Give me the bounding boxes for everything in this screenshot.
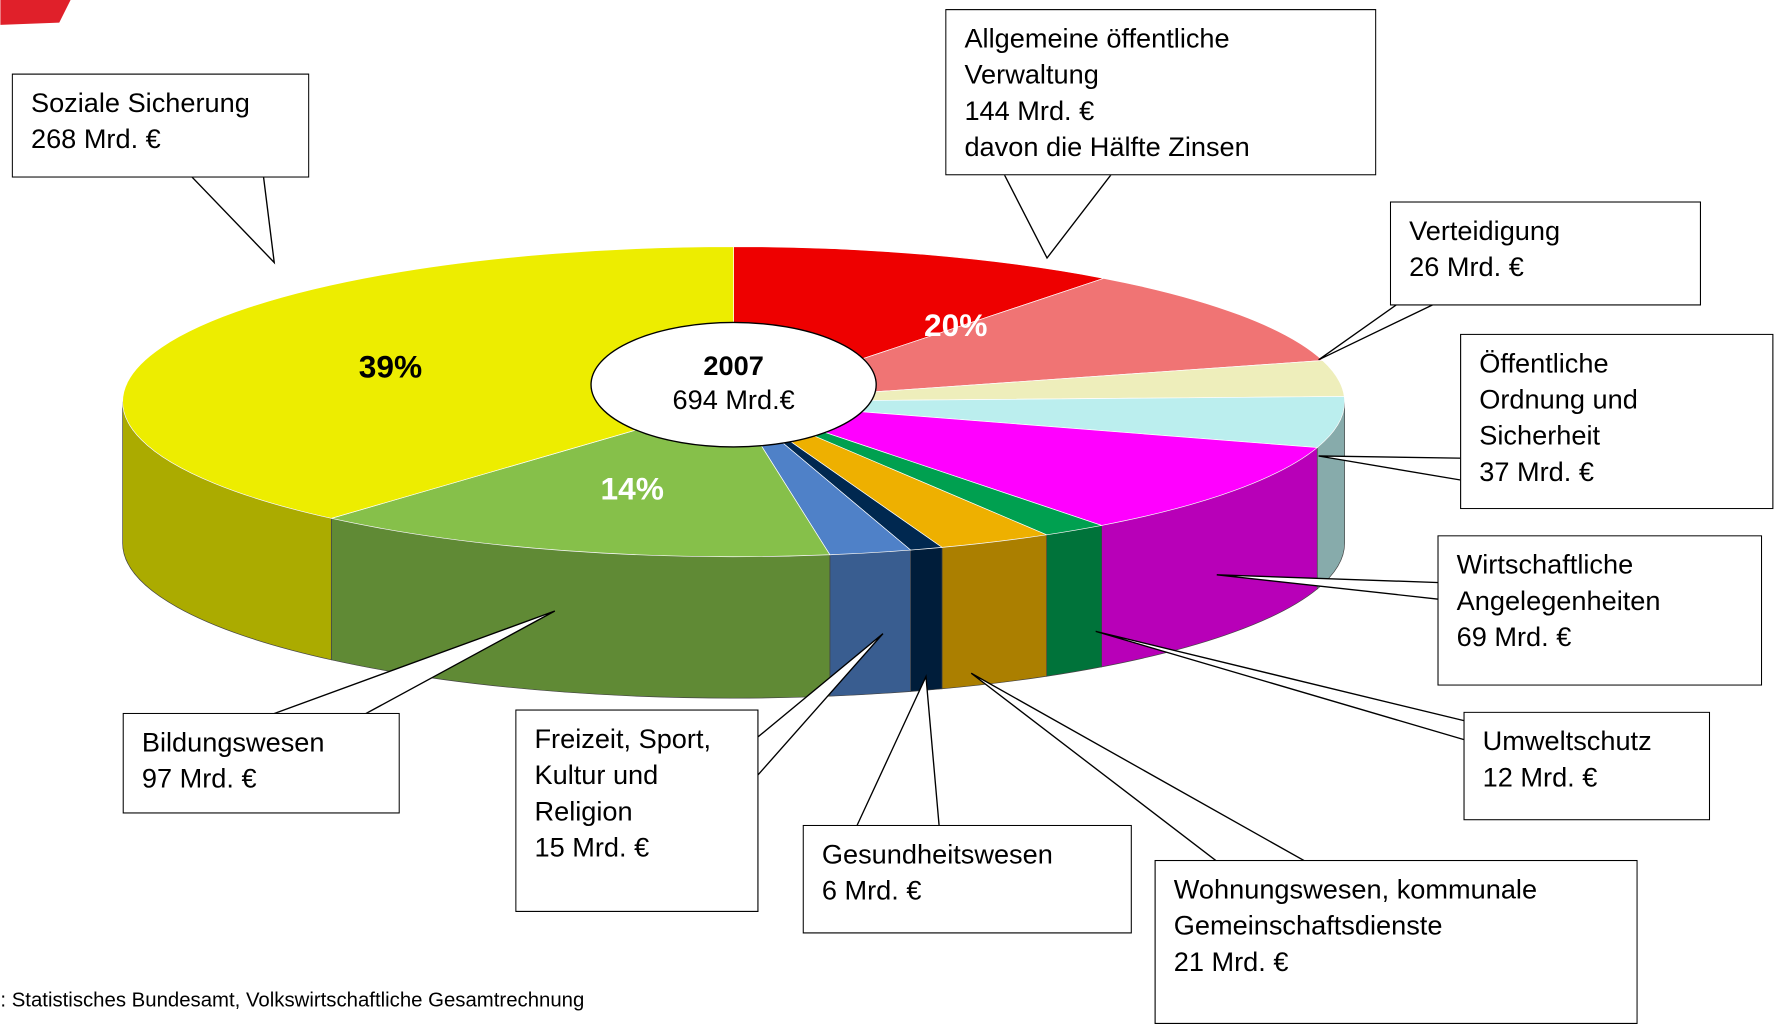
value-label: 97 Mrd. € [141, 763, 257, 795]
callout-box: Öffentliche Ordnung und Sicherheit 37 Mrd… [1460, 333, 1774, 510]
slice-side [1046, 525, 1102, 677]
callout: Wirtschaftliche Angelegenheiten 69 Mrd. € [1437, 535, 1763, 686]
callout-box: Soziale Sicherung 268 Mrd. € [11, 73, 310, 178]
callout: Gesundheitswesen 6 Mrd. € [802, 824, 1132, 934]
category-label: Bildungswesen [141, 727, 325, 759]
callout: Umweltschutz 12 Mrd. € [1463, 711, 1711, 821]
category-label: Freizeit, Sport, Kultur und Religion [534, 724, 712, 828]
callout-box: Allgemeine öffentliche Verwaltung 144 Mrd… [945, 9, 1377, 176]
note: davon die Hälfte Zinsen [964, 132, 1250, 163]
callout: Allgemeine öffentliche Verwaltung 144 Mrd… [945, 9, 1377, 176]
category-label: Umweltschutz [1482, 726, 1652, 757]
slice-top [733, 396, 1345, 448]
callout-pointer [1095, 630, 1470, 743]
value-label: 6 Mrd. € [821, 875, 922, 907]
center-title: 2007 [703, 350, 763, 381]
value-label: 21 Mrd. € [1173, 947, 1289, 978]
logo-fragment [0, 0, 71, 25]
slice-side [910, 547, 943, 692]
callout: Soziale Sicherung 268 Mrd. € [11, 73, 310, 178]
slice-side [941, 534, 1048, 690]
value-label: 12 Mrd. € [1482, 762, 1598, 794]
percent-label: 14% [601, 470, 664, 506]
category-label: Wohnungswesen, kommunale Gemeinschaftsdi… [1173, 874, 1538, 942]
category-label: Wirtschaftliche Angelegenheiten [1456, 549, 1661, 617]
callout: Freizeit, Sport, Kultur und Religion 15 M… [515, 709, 759, 912]
slice-top-interest [733, 278, 1324, 403]
center-label: 694 Mrd.€ [673, 384, 795, 415]
value-label: 15 Mrd. € [534, 832, 650, 864]
callout: Bildungswesen 97 Mrd. € [122, 712, 400, 814]
value-label: 37 Mrd. € [1479, 457, 1594, 488]
callout-pointer [1000, 169, 1117, 260]
slice-top [733, 401, 1319, 526]
callout: Wohnungswesen, kommunale Gemeinschaftsdi… [1154, 859, 1638, 1024]
source: : Statistisches Bundesamt, Volkswirtscha… [0, 990, 584, 1012]
callout-pointer [853, 674, 941, 832]
callout-box: Bildungswesen 97 Mrd. € [122, 712, 400, 814]
callout-box: Wohnungswesen, kommunale Gemeinschaftsdi… [1154, 859, 1638, 1024]
callout-box: Gesundheitswesen 6 Mrd. € [802, 824, 1132, 934]
category-label: Allgemeine öffentliche Verwaltung [964, 23, 1230, 91]
category-label: Verteidigung [1409, 216, 1561, 247]
callout: Öffentliche Ordnung und Sicherheit 37 Mrd… [1460, 333, 1774, 510]
callout-box: Freizeit, Sport, Kultur und Religion 15 M… [515, 709, 759, 912]
callout: Verteidigung 26 Mrd. € [1389, 201, 1702, 306]
callout-pointer [185, 171, 276, 265]
category-label: Gesundheitswesen [821, 839, 1053, 871]
value-label: 69 Mrd. € [1456, 622, 1572, 653]
percent-label: 39% [359, 348, 422, 384]
value-label: 26 Mrd. € [1409, 252, 1524, 283]
value-label: 144 Mrd. € [964, 96, 1095, 127]
category-label: Soziale Sicherung [30, 88, 250, 119]
center-ellipse [590, 321, 877, 448]
callout-box: Umweltschutz 12 Mrd. € [1463, 711, 1711, 821]
callout-box: Wirtschaftliche Angelegenheiten 69 Mrd. € [1437, 535, 1763, 686]
callout-box: Verteidigung 26 Mrd. € [1389, 201, 1702, 306]
slice-top [122, 246, 734, 519]
category-label: Öffentliche Ordnung und Sicherheit [1479, 348, 1638, 452]
labels: Allgemeine öffentliche Verwaltung 144 Mrd… [11, 9, 1774, 1024]
value-label: 268 Mrd. € [30, 124, 161, 156]
callout-pointer [1318, 299, 1444, 361]
percent-label: 20% [924, 307, 987, 343]
